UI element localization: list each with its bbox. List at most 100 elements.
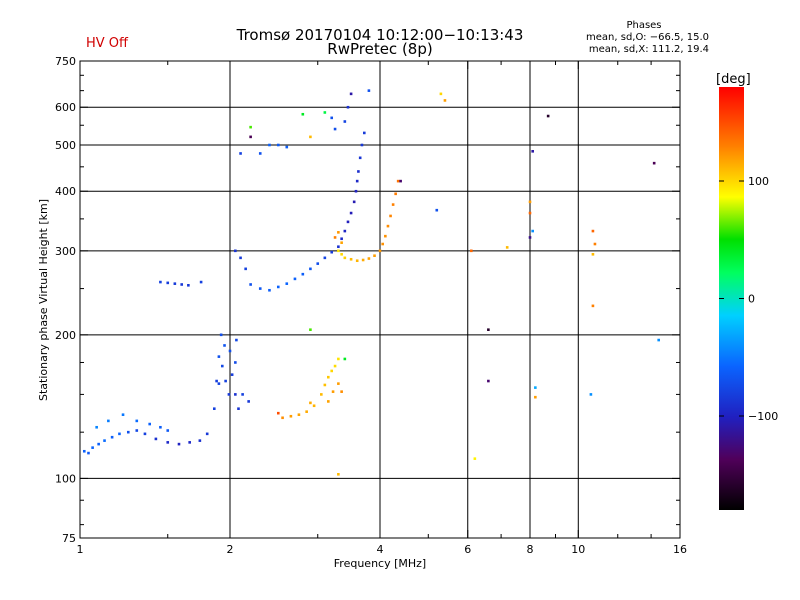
data-point (333, 236, 337, 239)
data-point (343, 357, 347, 361)
grid-lines (80, 61, 680, 538)
y-tick-label: 75 (62, 532, 76, 545)
data-point (309, 267, 312, 271)
data-point (367, 257, 371, 260)
data-point (103, 439, 106, 442)
data-point (396, 179, 400, 183)
data-point (323, 256, 327, 260)
data-point (531, 229, 534, 233)
data-point (349, 211, 353, 215)
data-point (97, 442, 100, 446)
colorbar-tick-label: 100 (748, 175, 769, 188)
data-point (228, 349, 232, 353)
data-point (589, 393, 593, 396)
data-point (87, 451, 90, 455)
data-point (330, 250, 334, 254)
data-point (439, 92, 443, 96)
data-point (528, 211, 532, 215)
data-point (323, 383, 327, 387)
data-point (309, 328, 312, 331)
axis-ticks (79, 60, 681, 539)
colorbar-label: [deg] (716, 72, 751, 87)
data-point (258, 287, 262, 290)
data-point (249, 283, 252, 286)
data-point (343, 120, 347, 123)
phases-title: Phases (626, 20, 662, 31)
x-tick-label: 2 (227, 543, 234, 556)
data-point (234, 249, 237, 253)
data-point (177, 442, 181, 446)
y-tick-label: 300 (55, 245, 76, 258)
data-point (166, 281, 170, 285)
data-point (235, 338, 238, 342)
data-point (330, 116, 334, 120)
data-point (331, 390, 335, 393)
data-point (205, 432, 209, 436)
colorbar-tick-label: 0 (748, 293, 755, 306)
data-point (378, 249, 382, 253)
data-point (143, 432, 147, 436)
data-point (343, 256, 347, 260)
data-point (330, 369, 334, 373)
data-point (309, 135, 312, 139)
data-point (652, 161, 656, 165)
y-tick-label: 750 (55, 55, 76, 68)
data-point (224, 379, 227, 383)
data-point (337, 382, 340, 385)
data-point (110, 435, 114, 439)
data-point (355, 259, 359, 263)
data-point (337, 245, 340, 249)
data-point (391, 203, 395, 206)
data-point (528, 236, 532, 239)
data-point (187, 283, 190, 287)
data-point (435, 208, 439, 212)
data-point (121, 413, 125, 417)
data-point (357, 170, 360, 173)
data-point (281, 416, 284, 420)
data-point (301, 112, 305, 116)
data-point (217, 382, 221, 385)
data-point (230, 373, 234, 376)
x-tick-label: 16 (673, 543, 687, 556)
data-point (249, 135, 252, 139)
data-point (244, 267, 247, 271)
data-point (135, 419, 139, 423)
data-point (239, 152, 242, 155)
data-point (367, 89, 371, 92)
data-point (159, 425, 162, 429)
axis-tick-labels: 1 2 4 6 8 10 16 75 100 200 300 400 500 600 750 (55, 55, 687, 556)
data-point (173, 282, 177, 285)
data-point (389, 214, 392, 218)
data-point (188, 441, 191, 444)
data-point (591, 229, 595, 233)
data-point (340, 237, 343, 241)
data-point (249, 125, 252, 129)
data-point (95, 425, 98, 429)
y-tick-label: 400 (55, 185, 76, 198)
data-point (340, 241, 343, 244)
data-point (312, 404, 316, 408)
data-point (276, 411, 280, 415)
data-point (239, 256, 242, 260)
data-point (118, 432, 121, 436)
colorbar-ticks: −100 0 100 (719, 175, 778, 423)
data-point (346, 105, 350, 109)
data-point (327, 375, 330, 379)
data-point (154, 437, 158, 441)
data-point (487, 379, 490, 383)
data-point (234, 361, 237, 364)
y-tick-label: 200 (55, 329, 76, 342)
data-point (337, 249, 340, 253)
data-point (394, 192, 397, 196)
data-point (219, 333, 223, 337)
data-point (340, 390, 343, 393)
data-point (180, 283, 184, 286)
data-point (285, 282, 289, 285)
x-tick-label: 4 (377, 543, 384, 556)
data-point (443, 99, 447, 102)
data-point (337, 357, 340, 361)
y-tick-label: 600 (55, 101, 76, 114)
data-point (346, 220, 350, 224)
data-point (320, 393, 323, 396)
